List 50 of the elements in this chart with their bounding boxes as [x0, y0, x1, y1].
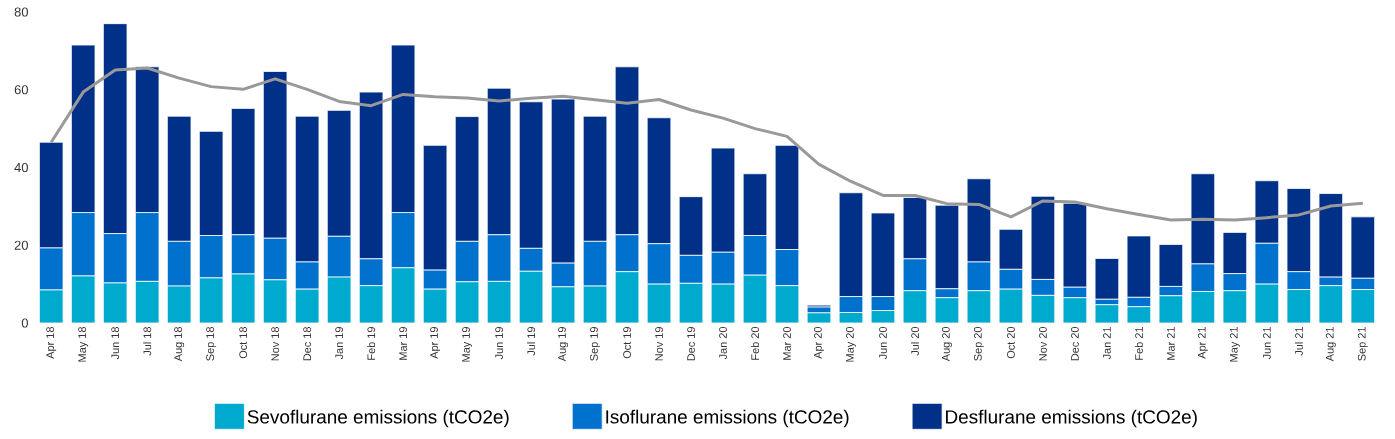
x-tick-label: Sep 19	[590, 327, 601, 361]
x-tick-label: Jan 21	[1103, 327, 1111, 360]
x-tick-label: May 18	[78, 327, 89, 362]
x-tick-label: Aug 21	[1325, 327, 1336, 362]
x-tick-label: Mar 19	[399, 327, 407, 360]
x-tick-label: Dec 20	[1071, 326, 1079, 361]
y-tick-label: 40	[14, 162, 28, 173]
x-tick-label: Sep 18	[206, 327, 217, 361]
x-tick-label: Aug 19	[558, 327, 569, 362]
x-tick-label: Dec 19	[687, 327, 695, 361]
x-tick-label: Feb 21	[1134, 327, 1143, 360]
x-tick-label: Nov 20	[1039, 326, 1047, 361]
x-tick-label: Aug 20	[942, 326, 952, 362]
x-tick-label: Jun 20	[879, 326, 887, 360]
x-tick-label: Mar 21	[1167, 327, 1175, 360]
y-tick-label: 0	[21, 318, 28, 328]
x-tick-label: Nov 19	[655, 327, 663, 361]
x-tick-label: Jan 19	[335, 327, 344, 360]
x-tick-label: Feb 20	[750, 326, 760, 360]
x-tick-label: Oct 18	[239, 327, 248, 359]
x-tick-label: May 19	[462, 327, 473, 362]
legend-label: Isoflurane emissions (tCO2e)	[606, 409, 849, 428]
x-tick-label: Apr 20	[814, 326, 824, 359]
x-tick-label: Feb 19	[367, 327, 376, 360]
x-tick-label: Jan 20	[719, 326, 727, 360]
x-tick-label: Apr 21	[1197, 327, 1208, 359]
x-tick-label: Jul 18	[143, 327, 152, 356]
x-tick-label: Mar 20	[783, 326, 791, 360]
x-tick-label: Dec 18	[303, 327, 312, 361]
y-tick-label: 80	[14, 7, 28, 17]
x-tick-label: Jun 19	[495, 327, 503, 360]
x-tick-label: May 20	[846, 326, 856, 362]
legend-label: Sevoflurane emissions (tCO2e)	[247, 409, 509, 428]
y-tick-label: 20	[14, 240, 28, 250]
legend-label: Desflurane emissions (tCO2e)	[946, 409, 1197, 428]
x-tick-label: Apr 19	[430, 327, 441, 359]
x-tick-label: Aug 18	[174, 327, 185, 362]
x-tick-label: Oct 19	[623, 327, 631, 359]
x-tick-label: Jul 21	[1294, 327, 1303, 356]
y-tick-label: 60	[14, 85, 28, 95]
x-tick-label: Apr 18	[46, 327, 57, 359]
x-tick-label: Jul 20	[910, 326, 919, 356]
x-tick-label: Jun 21	[1262, 327, 1271, 360]
x-tick-label: Nov 18	[271, 327, 280, 361]
x-tick-label: Sep 20	[973, 326, 984, 361]
x-tick-label: Oct 20	[1007, 326, 1015, 359]
x-tick-label: Sep 21	[1357, 327, 1368, 361]
x-tick-label: Jul 19	[527, 327, 536, 356]
x-tick-label: Jun 18	[111, 327, 120, 360]
x-tick-label: May 21	[1229, 327, 1240, 362]
